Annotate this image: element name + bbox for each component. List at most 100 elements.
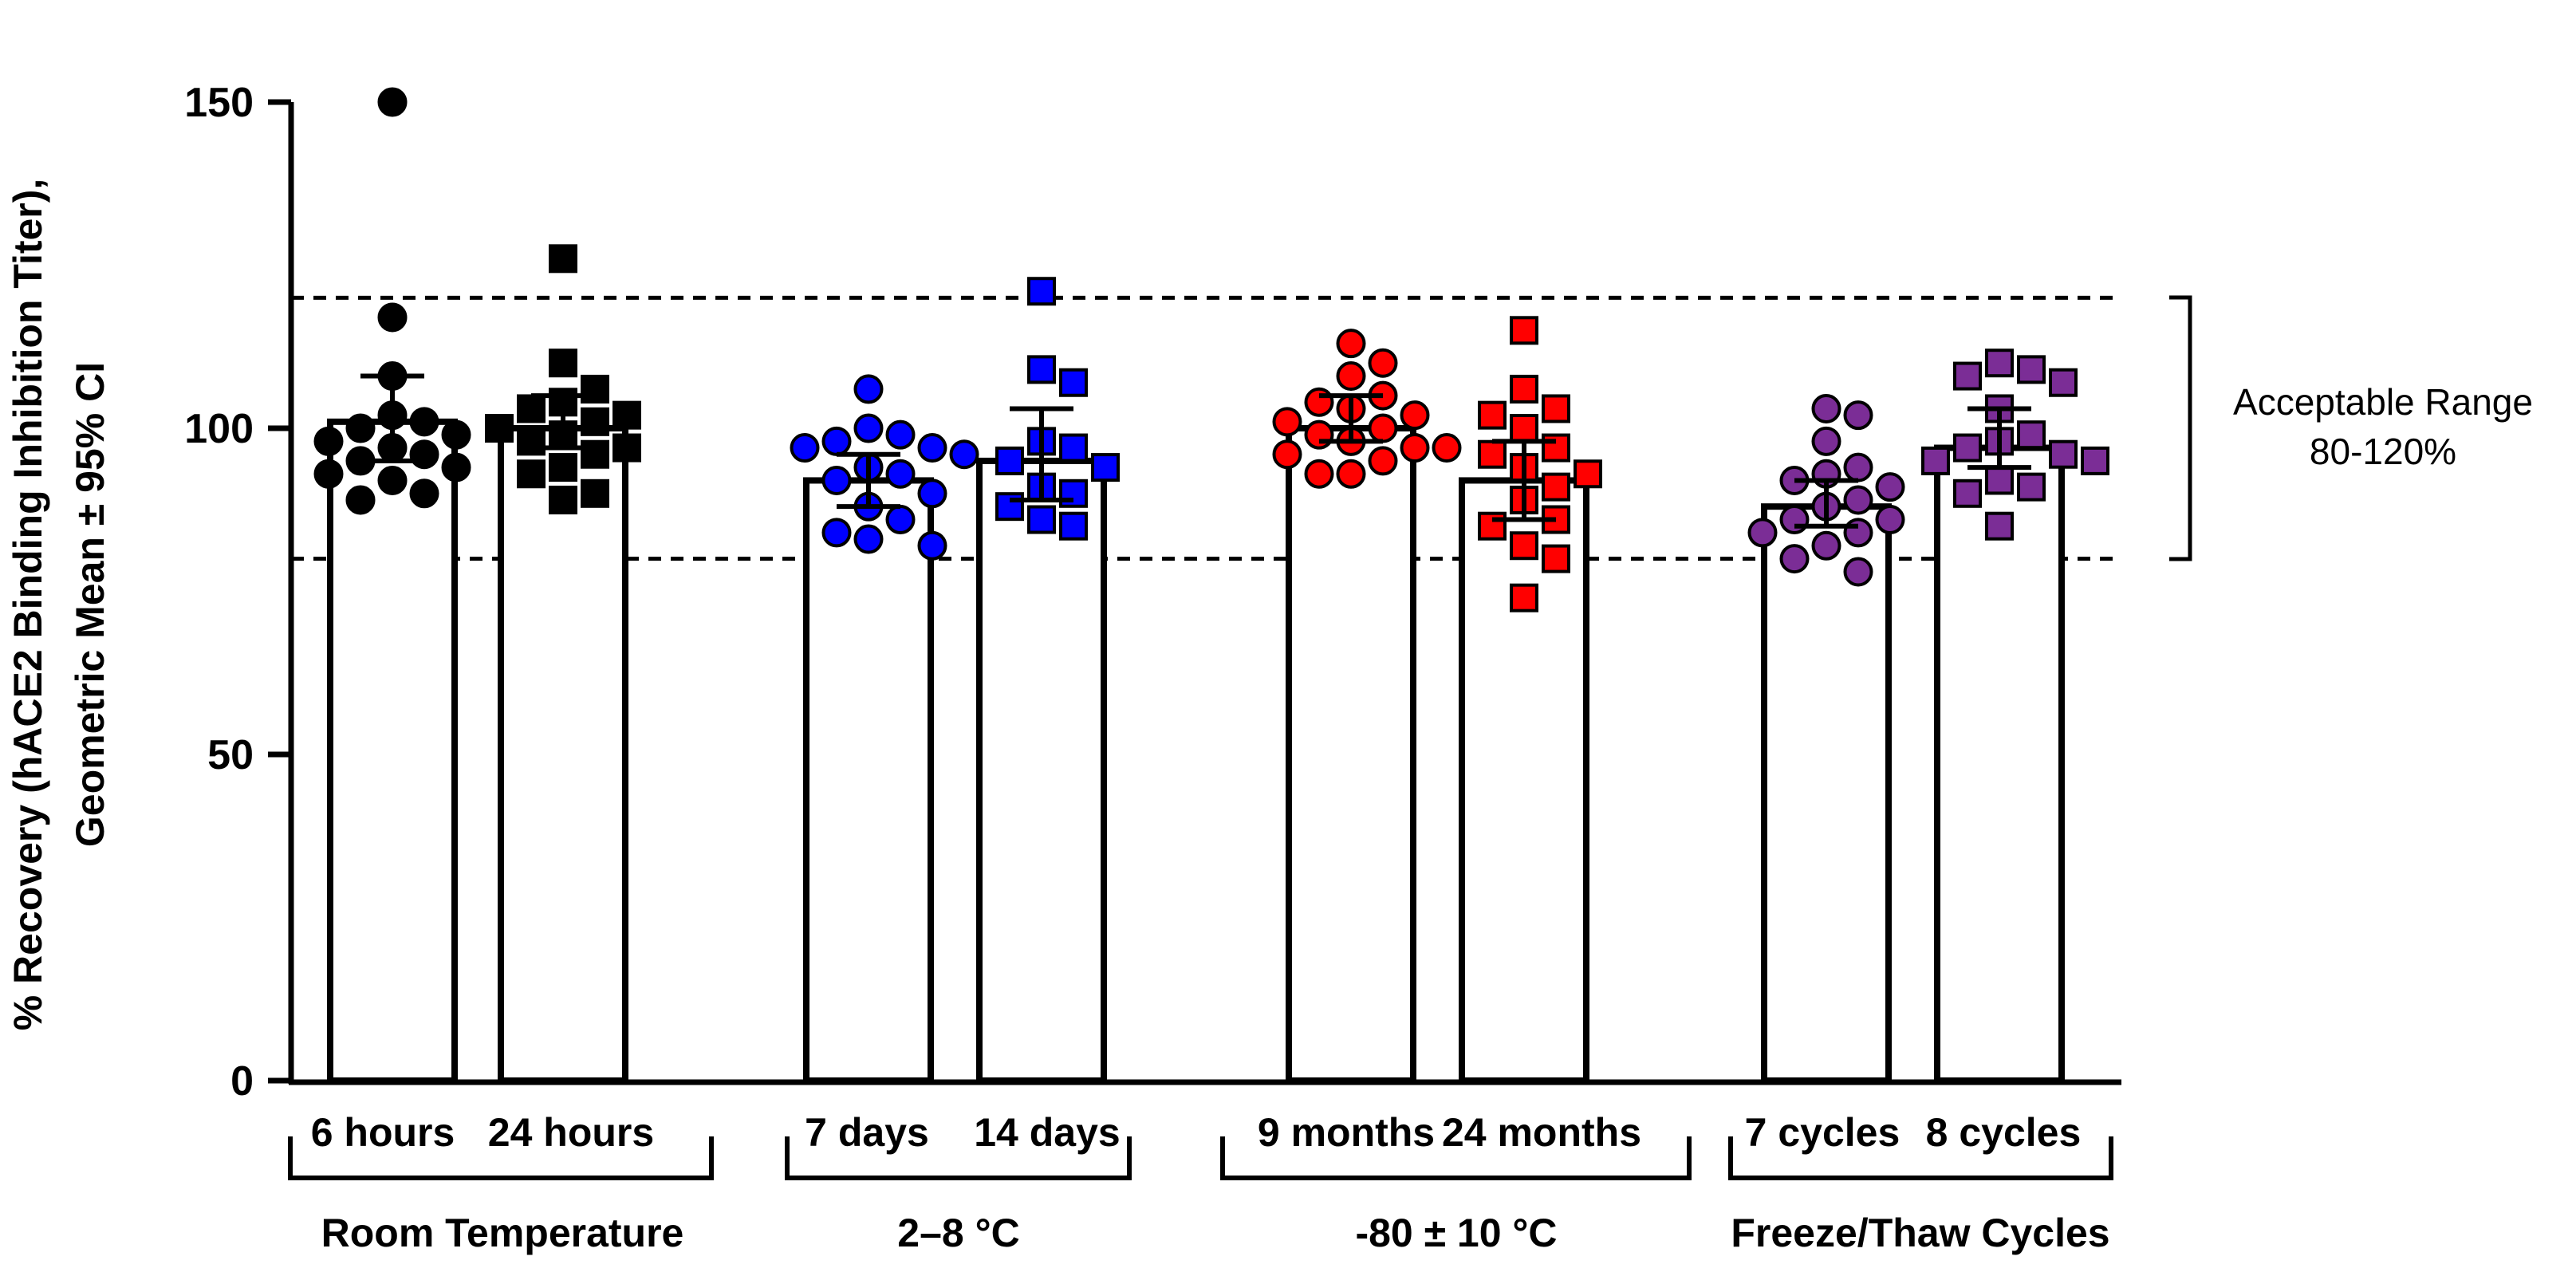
point-14-days-6 xyxy=(1091,453,1120,482)
point-14-days-8 xyxy=(1059,478,1088,508)
point-7-days-13 xyxy=(821,518,852,548)
point-9-months-11 xyxy=(1400,433,1430,463)
point-7-days-12 xyxy=(885,505,916,535)
point-9-months-14 xyxy=(1368,446,1398,476)
point-9-months-15 xyxy=(1336,459,1366,489)
point-24-months-3 xyxy=(1478,400,1507,430)
y-axis-title-line1: % Recovery (hACE2 Binding Inhibition Tit… xyxy=(6,179,50,1031)
point-24-months-8 xyxy=(1574,459,1602,489)
point-24-hours-9 xyxy=(517,427,546,456)
y-tick-label-100: 100 xyxy=(184,406,254,452)
point-8-cycles-3 xyxy=(2049,368,2078,397)
point-7-cycles-3 xyxy=(1843,452,1873,482)
point-6-hours-0 xyxy=(377,87,408,117)
group-brackets: Room Temperature 2–8 °C -80 ± 10 °C Freeze/… xyxy=(288,1136,2113,1255)
x-tick-label-14-days: 14 days xyxy=(974,1110,1120,1155)
point-7-days-1 xyxy=(853,413,884,443)
group-0-bracket xyxy=(288,1136,714,1180)
point-14-days-4 xyxy=(1059,433,1088,463)
point-6-hours-11 xyxy=(441,452,471,482)
point-7-cycles-10 xyxy=(1875,505,1905,535)
range-label-line1: Acceptable Range xyxy=(2233,381,2533,423)
group-2-bracket xyxy=(1220,1136,1692,1180)
point-9-months-13 xyxy=(1272,439,1302,470)
point-7-cycles-13 xyxy=(1811,530,1841,561)
point-14-days-0 xyxy=(1027,277,1056,306)
point-24-months-9 xyxy=(1542,472,1570,502)
y-axis-title-line2: Geometric Mean ± 95% CI xyxy=(68,362,112,847)
point-6-hours-15 xyxy=(345,485,376,515)
point-24-hours-7 xyxy=(485,414,514,443)
point-7-cycles-2 xyxy=(1811,426,1841,456)
point-14-days-11 xyxy=(1059,511,1088,541)
point-9-months-12 xyxy=(1432,433,1462,463)
point-8-cycles-7 xyxy=(1953,433,1982,463)
point-24-hours-5 xyxy=(612,400,641,430)
point-7-cycles-11 xyxy=(1843,518,1873,548)
point-24-hours-0 xyxy=(549,244,577,274)
point-7-days-10 xyxy=(917,478,947,509)
point-6-hours-9 xyxy=(409,439,439,470)
point-9-months-2 xyxy=(1336,361,1366,392)
point-9-months-9 xyxy=(1304,419,1334,450)
x-tick-label-8-cycles: 8 cycles xyxy=(1926,1110,2082,1155)
error-bars xyxy=(360,373,2031,529)
point-7-cycles-14 xyxy=(1779,544,1810,574)
point-7-days-6 xyxy=(949,439,979,470)
point-24-months-5 xyxy=(1542,433,1570,463)
point-14-days-10 xyxy=(1027,505,1056,534)
point-14-days-5 xyxy=(995,446,1024,475)
point-9-months-7 xyxy=(1272,407,1302,437)
range-label-line2: 80-120% xyxy=(2310,431,2456,472)
point-24-hours-15 xyxy=(549,485,577,514)
range-bracket xyxy=(2169,295,2192,561)
point-24-hours-2 xyxy=(581,374,609,404)
point-6-hours-13 xyxy=(377,465,408,495)
point-7-cycles-0 xyxy=(1811,393,1841,423)
point-8-cycles-9 xyxy=(1921,446,1950,475)
point-24-hours-11 xyxy=(581,439,609,469)
axes xyxy=(288,102,2121,1085)
x-tick-label-24-months: 24 months xyxy=(1442,1110,1641,1155)
group-3-label: Freeze/Thaw Cycles xyxy=(1731,1211,2109,1255)
point-7-days-15 xyxy=(917,530,947,561)
point-7-cycles-6 xyxy=(1875,472,1905,502)
point-7-cycles-12 xyxy=(1747,518,1778,548)
point-7-days-4 xyxy=(917,433,947,463)
bar-7-days xyxy=(803,477,934,1084)
point-24-hours-6 xyxy=(581,407,609,436)
point-7-cycles-1 xyxy=(1843,400,1873,431)
bar-14-days xyxy=(976,457,1107,1084)
point-24-hours-10 xyxy=(612,433,641,463)
point-7-days-9 xyxy=(821,465,852,495)
point-7-days-8 xyxy=(885,459,916,489)
point-6-hours-1 xyxy=(377,302,408,333)
point-24-months-12 xyxy=(1478,511,1507,541)
point-24-months-4 xyxy=(1510,414,1538,443)
point-24-hours-12 xyxy=(549,453,577,482)
point-8-cycles-11 xyxy=(1985,466,2014,495)
bar-7-cycles xyxy=(1761,503,1892,1084)
point-8-cycles-13 xyxy=(1953,478,1982,508)
point-6-hours-7 xyxy=(313,426,344,456)
group-1-bracket xyxy=(785,1136,1132,1180)
point-24-hours-14 xyxy=(581,478,609,508)
point-9-months-4 xyxy=(1304,387,1334,417)
point-24-months-1 xyxy=(1510,374,1538,404)
point-24-hours-1 xyxy=(549,349,577,378)
x-tick-label-7-days: 7 days xyxy=(805,1110,929,1155)
point-24-months-13 xyxy=(1510,531,1538,561)
point-8-cycles-10 xyxy=(2081,446,2109,475)
point-6-hours-5 xyxy=(345,413,376,443)
point-7-days-5 xyxy=(790,433,820,463)
x-tick-label-6-hours: 6 hours xyxy=(311,1110,455,1155)
bar-8-cycles xyxy=(1934,444,2065,1084)
point-8-cycles-5 xyxy=(2017,420,2046,450)
point-7-cycles-9 xyxy=(1779,505,1810,535)
point-7-cycles-15 xyxy=(1843,557,1873,587)
y-tick-label-0: 0 xyxy=(230,1058,254,1105)
x-tick-label-9-months: 9 months xyxy=(1258,1110,1435,1155)
group-3-bracket xyxy=(1728,1136,2113,1180)
point-14-days-2 xyxy=(1059,368,1088,397)
